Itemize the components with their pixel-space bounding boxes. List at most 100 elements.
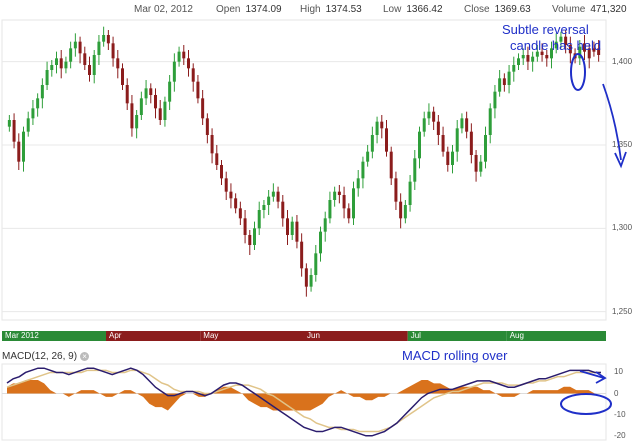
candle-body bbox=[196, 81, 200, 99]
candle-body bbox=[238, 208, 242, 219]
downside-arrow-head bbox=[614, 151, 627, 169]
quote-date: Mar 02, 2012 bbox=[134, 4, 193, 15]
candle-body bbox=[460, 118, 464, 129]
candle-body bbox=[59, 58, 63, 69]
candle-body bbox=[502, 78, 506, 85]
macd-plot-frame bbox=[1, 363, 607, 441]
candle-body bbox=[399, 201, 403, 219]
candle-body bbox=[26, 118, 30, 132]
candle-body bbox=[319, 231, 322, 254]
candle-body bbox=[587, 48, 591, 59]
candle-body bbox=[385, 128, 388, 152]
candle-body bbox=[474, 155, 478, 172]
candle-body bbox=[314, 253, 318, 275]
candle-body bbox=[356, 178, 360, 189]
candle-body bbox=[479, 161, 483, 172]
candle-body bbox=[158, 108, 162, 120]
price-plot-frame bbox=[1, 19, 607, 321]
macd-line bbox=[6, 367, 601, 437]
candle-body bbox=[149, 88, 153, 95]
candle-body bbox=[418, 131, 421, 159]
candle-body bbox=[394, 178, 398, 202]
candle-body bbox=[116, 58, 120, 69]
candle-body bbox=[121, 68, 124, 85]
candle-body bbox=[342, 195, 346, 209]
candle-body bbox=[229, 191, 233, 199]
candle-body bbox=[172, 61, 176, 82]
candle-body bbox=[243, 218, 247, 235]
candle-body bbox=[328, 200, 332, 219]
candle-body bbox=[139, 98, 143, 115]
candle-body bbox=[380, 121, 384, 129]
candle-body bbox=[295, 221, 299, 242]
candle-body bbox=[531, 56, 535, 62]
candle-body bbox=[69, 48, 73, 62]
macd-tick-label: 10 bbox=[614, 367, 623, 377]
macd-tick-label: 0 bbox=[614, 388, 619, 398]
month-label: Jul bbox=[410, 331, 421, 340]
candle-body bbox=[583, 43, 586, 52]
candle-body bbox=[64, 61, 68, 69]
candle-body bbox=[135, 115, 139, 129]
candle-body bbox=[290, 221, 294, 235]
candle-body bbox=[451, 151, 454, 165]
month-band bbox=[200, 331, 304, 341]
macd-histogram bbox=[7, 380, 601, 411]
candle-body bbox=[257, 210, 261, 229]
candle-body bbox=[22, 131, 25, 162]
candle-body bbox=[271, 191, 275, 197]
candle-body bbox=[106, 35, 110, 44]
candle-body bbox=[286, 218, 289, 235]
candle-body bbox=[191, 68, 195, 82]
candle-body bbox=[234, 198, 238, 209]
candle-body bbox=[309, 275, 313, 287]
candle-body bbox=[564, 36, 568, 45]
macd-arrow-head bbox=[595, 371, 607, 384]
candle-body bbox=[403, 205, 407, 219]
candle-body bbox=[50, 65, 54, 70]
price-tick-label: 1,350 bbox=[612, 140, 633, 149]
month-label: Aug bbox=[509, 331, 524, 340]
settings-gear-icon[interactable]: × bbox=[80, 351, 90, 361]
candle-body bbox=[177, 51, 181, 62]
candle-body bbox=[224, 178, 228, 192]
candle-body bbox=[300, 241, 304, 269]
candle-body bbox=[413, 158, 417, 182]
price-tick-label: 1,300 bbox=[612, 223, 633, 233]
month-band bbox=[2, 331, 106, 341]
month-band bbox=[506, 331, 606, 341]
macd-title: MACD(12, 26, 9) × bbox=[2, 351, 90, 362]
candle-body bbox=[347, 208, 351, 219]
candle-body bbox=[97, 41, 101, 55]
macd-tick-label: -20 bbox=[614, 430, 626, 440]
candle-body bbox=[535, 51, 539, 57]
reversal-annotation-line-1: Subtle reversal bbox=[502, 22, 589, 37]
candle-body bbox=[73, 41, 77, 49]
candle-body bbox=[550, 48, 553, 59]
candle-body bbox=[83, 53, 87, 65]
candle-body bbox=[125, 85, 129, 104]
candle-body bbox=[592, 48, 596, 52]
candle-body bbox=[40, 85, 44, 99]
reversal-annotation: Subtle reversal candle has held bbox=[502, 22, 601, 54]
high-readout: High 1374.53 bbox=[300, 4, 362, 15]
candle-body bbox=[352, 188, 355, 219]
macd-annotation: MACD rolling over bbox=[402, 348, 508, 363]
open-readout: Open 1374.09 bbox=[216, 4, 282, 15]
candle-body bbox=[568, 45, 572, 54]
candle-body bbox=[187, 58, 190, 69]
candle-body bbox=[253, 228, 256, 245]
candle-body bbox=[163, 101, 167, 120]
candle-body bbox=[521, 55, 525, 59]
candle-body bbox=[441, 135, 445, 152]
candle-body bbox=[36, 98, 40, 109]
candle-body bbox=[31, 108, 35, 119]
candle-body bbox=[281, 201, 285, 219]
candle-body bbox=[493, 91, 497, 109]
candle-body bbox=[12, 120, 16, 142]
low-readout: Low 1366.42 bbox=[383, 4, 443, 15]
candle-body bbox=[446, 151, 450, 165]
volume-readout: Volume 471,320 bbox=[552, 4, 627, 15]
